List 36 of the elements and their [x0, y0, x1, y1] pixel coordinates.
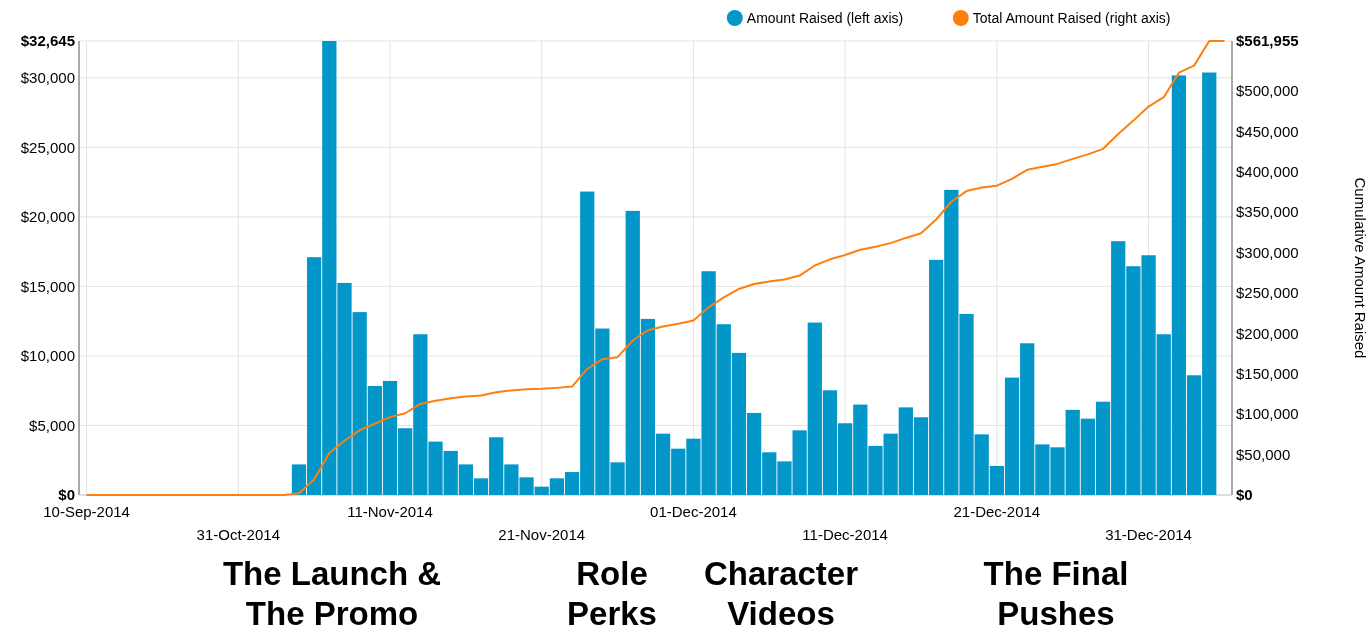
- y2-tick-label: $350,000: [1236, 203, 1299, 221]
- y-tick-label: $0: [58, 486, 75, 504]
- y2-tick-label: $50,000: [1236, 445, 1291, 463]
- y2-tick-label: $500,000: [1236, 82, 1299, 100]
- y-tick-label: $20,000: [20, 208, 75, 226]
- line-series: [85, 40, 1226, 496]
- y2-tick-label: $200,000: [1236, 324, 1299, 342]
- y2-axis-title: Cumulative Amount Raised: [1352, 177, 1369, 359]
- y-tick-label: $30,000: [20, 69, 75, 87]
- legend-label: Total Amount Raised (right axis): [972, 9, 1171, 26]
- text: Role Perks: [567, 555, 657, 632]
- y2-tick-label: $150,000: [1236, 365, 1299, 383]
- y2-tick-label: $450,000: [1236, 122, 1299, 140]
- y-tick-label: $25,000: [20, 138, 75, 156]
- text: Character Videos: [703, 555, 859, 632]
- x-tick-label: 01-Dec-2014: [650, 503, 737, 520]
- y2-tick-label: $100,000: [1236, 405, 1299, 423]
- y2-tick-label: $300,000: [1236, 243, 1299, 261]
- y-tick-label: $5,000: [29, 416, 75, 434]
- x-tick-label: 21-Dec-2014: [953, 503, 1041, 520]
- x-tick-label: 21-Nov-2014: [498, 526, 586, 543]
- y2-tick-label: $561,955: [1236, 32, 1299, 50]
- y-tick-label: $10,000: [20, 347, 75, 365]
- x-tick-label: 11-Dec-2014: [802, 526, 888, 543]
- text: The Final Pushes: [983, 555, 1129, 632]
- y2-tick-label: $400,000: [1236, 163, 1299, 181]
- y2-tick-label: $250,000: [1236, 284, 1299, 302]
- y-tick-label: $15,000: [20, 277, 75, 295]
- y-tick-label: $32,645: [20, 32, 75, 50]
- x-tick-label: 11-Nov-2014: [347, 503, 433, 520]
- x-tick-label: 31-Oct-2014: [196, 526, 280, 543]
- y2-tick-label: $0: [1236, 486, 1253, 504]
- legend-label: Amount Raised (left axis): [746, 9, 904, 26]
- text: The Launch & The Promo: [222, 555, 442, 632]
- x-tick-label: 31-Dec-2014: [1105, 526, 1192, 543]
- x-tick-label: 10-Sep-2014: [43, 503, 130, 520]
